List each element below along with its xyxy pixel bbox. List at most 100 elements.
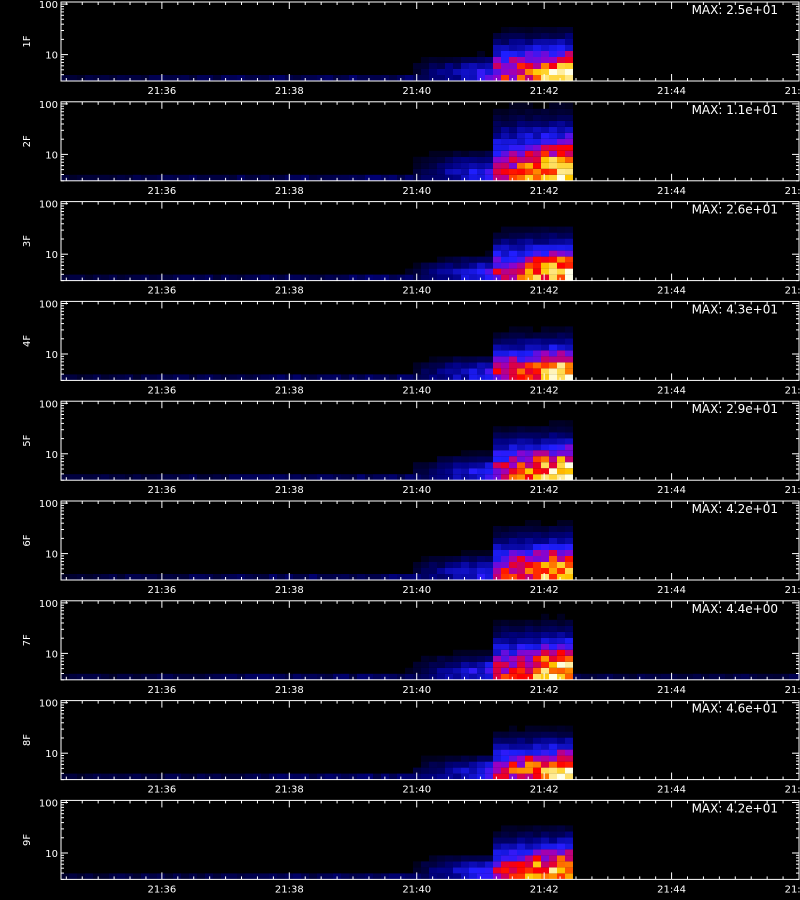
heatmap-cell — [565, 861, 573, 868]
heatmap-cell — [493, 450, 501, 457]
heatmap-cell — [509, 226, 517, 233]
heatmap-cell — [565, 362, 573, 369]
heatmap-cell — [541, 749, 549, 756]
heatmap-cell — [237, 873, 245, 880]
heatmap-cell — [565, 655, 573, 662]
heatmap-cell — [557, 737, 565, 744]
heatmap-cell — [421, 755, 429, 762]
heatmap-cell — [509, 767, 517, 774]
heatmap-cell — [501, 643, 509, 650]
heatmap-cell — [509, 761, 517, 768]
heatmap-cell — [557, 444, 565, 451]
heatmap-cell — [213, 274, 221, 281]
heatmap-cell — [533, 767, 541, 774]
heatmap-cell — [229, 174, 237, 181]
heatmap-cell — [477, 356, 485, 363]
heatmap-cell — [461, 755, 469, 762]
heatmap-cell — [557, 356, 565, 363]
heatmap-cell — [509, 326, 517, 333]
heatmap-cell — [533, 737, 541, 744]
heatmap-cell — [453, 274, 461, 281]
heatmap-cell — [541, 725, 549, 732]
heatmap-cell — [133, 873, 141, 880]
panel-frame — [60, 101, 800, 182]
heatmap-cell — [517, 268, 525, 275]
heatmap-cell — [69, 574, 77, 580]
heatmap-cell — [189, 873, 197, 880]
heatmap-cell — [517, 120, 525, 127]
heatmap-cell — [509, 108, 517, 115]
heatmap-cell — [541, 362, 549, 369]
heatmap-cell — [477, 368, 485, 375]
heatmap-cell — [437, 168, 445, 175]
heatmap-cell — [565, 673, 573, 680]
y-tick-label: 10 — [45, 350, 58, 361]
heatmap-cell — [541, 244, 549, 251]
heatmap-cell — [493, 368, 501, 375]
heatmap-cell — [229, 574, 237, 580]
heatmap-cell — [429, 861, 437, 868]
heatmap-cell — [501, 773, 509, 780]
heatmap-cell — [557, 556, 565, 562]
heatmap-cell — [549, 356, 557, 363]
heatmap-cell — [93, 374, 101, 381]
heatmap-cell — [445, 562, 453, 568]
heatmap-cell — [509, 643, 517, 650]
heatmap-cell — [77, 673, 85, 680]
heatmap-cell — [549, 156, 557, 163]
heatmap-cell — [565, 262, 573, 269]
panel-5f: 21:3621:3821:4021:4221:4421:46101005FMAX… — [22, 399, 800, 496]
heatmap-cell — [509, 262, 517, 269]
panel-frame — [60, 600, 800, 681]
heatmap-cell — [533, 426, 541, 433]
heatmap-cell — [477, 474, 485, 481]
heatmap-cell — [509, 232, 517, 239]
heatmap-cell — [549, 725, 557, 732]
heatmap-cell — [525, 120, 533, 127]
heatmap-cell — [61, 374, 69, 381]
heatmap-cell — [493, 57, 501, 63]
heatmap-cell — [549, 33, 557, 39]
heatmap-cell — [557, 849, 565, 856]
heatmap-cell — [509, 45, 517, 51]
heatmap-cell — [109, 374, 117, 381]
heatmap-cell — [69, 673, 77, 680]
heatmap-cell — [509, 550, 517, 556]
heatmap-cell — [493, 849, 501, 856]
heatmap-cell — [61, 574, 69, 580]
heatmap-cell — [525, 843, 533, 850]
heatmap-cell — [541, 562, 549, 568]
heatmap-cell — [373, 773, 381, 780]
heatmap-cell — [533, 250, 541, 257]
heatmap-cell — [405, 174, 413, 181]
heatmap-cell — [429, 268, 437, 275]
heatmap-cell — [541, 661, 549, 668]
heatmap-cell — [85, 574, 93, 580]
heatmap-cell — [549, 332, 557, 339]
heatmap-cell — [453, 556, 461, 562]
heatmap-cell — [477, 174, 485, 181]
y-tick-label: 100 — [39, 0, 58, 11]
heatmap-cell — [509, 725, 517, 732]
heatmap-cell — [533, 538, 541, 544]
heatmap-cell — [493, 843, 501, 850]
heatmap-cell — [565, 244, 573, 251]
heatmap-cell — [61, 174, 69, 181]
heatmap-cell — [533, 544, 541, 550]
heatmap-cell — [421, 468, 429, 475]
heatmap-cell — [501, 761, 509, 768]
heatmap-cell — [493, 474, 501, 481]
heatmap-cell — [533, 855, 541, 862]
heatmap-cell — [493, 468, 501, 475]
heatmap-cell — [405, 773, 413, 780]
heatmap-cell — [557, 619, 565, 626]
heatmap-cell — [589, 673, 597, 680]
heatmap-cell — [517, 468, 525, 475]
heatmap-cell — [77, 374, 85, 381]
heatmap-cell — [533, 27, 541, 33]
heatmap-cell — [405, 574, 413, 580]
x-tick-label: 21:46 — [785, 485, 800, 496]
heatmap-cell — [541, 849, 549, 856]
heatmap-cell — [501, 849, 509, 856]
heatmap-cell — [101, 773, 109, 780]
